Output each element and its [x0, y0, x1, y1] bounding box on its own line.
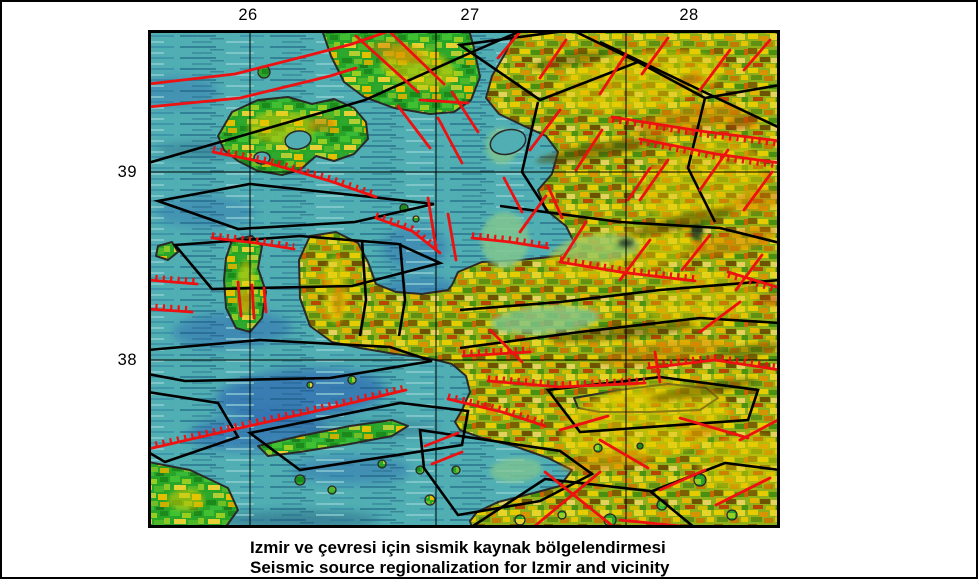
map-border	[148, 30, 780, 528]
relief-map	[148, 30, 780, 528]
lon-label-28: 28	[679, 6, 699, 24]
graticule-layer	[148, 30, 780, 528]
seismic-zone-layer	[148, 30, 780, 528]
lat-label-39: 39	[117, 163, 137, 181]
caption-english: Seismic source regionalization for Izmir…	[250, 558, 670, 577]
lon-label-27: 27	[460, 6, 480, 24]
map-figure	[148, 30, 780, 528]
lon-label-26: 26	[238, 6, 258, 24]
caption-turkish: Izmir ve çevresi için sismik kaynak bölg…	[250, 538, 666, 557]
lat-label-38: 38	[117, 351, 137, 369]
fault-layer	[148, 30, 780, 528]
